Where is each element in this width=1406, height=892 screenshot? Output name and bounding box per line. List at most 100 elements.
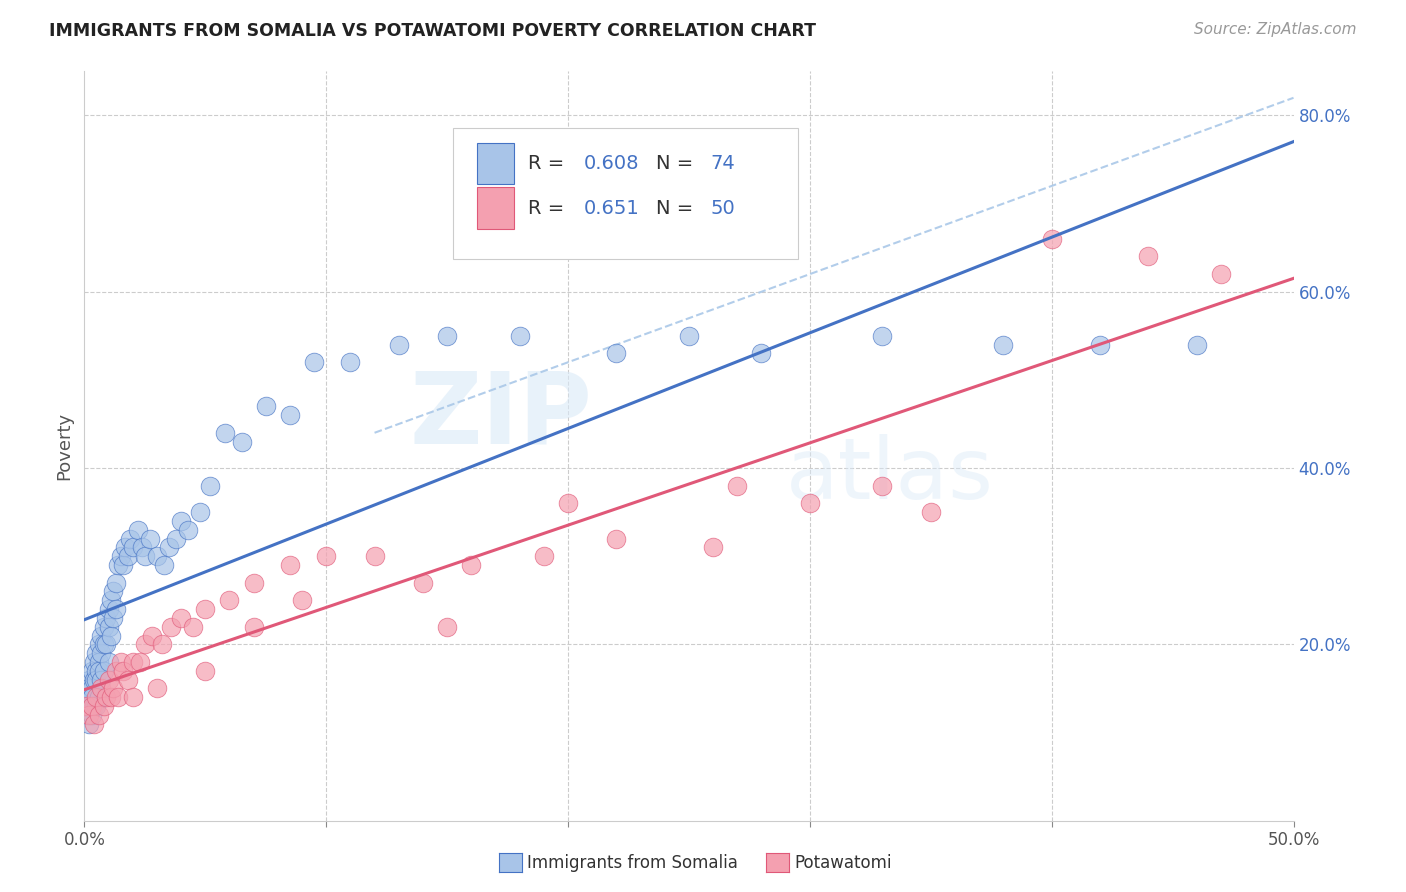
Point [460, 558, 482, 572]
Point [872, 328, 894, 343]
Point [87, 690, 110, 705]
Point [80, 699, 103, 714]
Point [231, 434, 253, 449]
Point [104, 602, 127, 616]
Point [214, 425, 236, 440]
Point [799, 496, 821, 510]
Point [363, 549, 385, 564]
Point [107, 690, 129, 705]
Point [90, 646, 112, 660]
Point [678, 328, 700, 343]
Point [86, 673, 108, 687]
Point [605, 532, 627, 546]
Point [121, 690, 143, 705]
Point [170, 611, 193, 625]
Point [77, 707, 100, 722]
Point [218, 593, 240, 607]
Point [80, 664, 103, 678]
Point [97, 655, 120, 669]
Point [76, 707, 98, 722]
Point [80, 681, 103, 696]
Point [104, 575, 127, 590]
Point [134, 637, 156, 651]
Point [153, 558, 176, 572]
Point [117, 673, 139, 687]
Point [83, 699, 105, 714]
Text: ZIP: ZIP [409, 368, 592, 465]
Point [87, 637, 110, 651]
Point [93, 699, 115, 714]
Point [94, 637, 117, 651]
Point [83, 655, 105, 669]
Text: R =: R = [529, 199, 571, 218]
Point [87, 655, 110, 669]
Point [80, 707, 103, 722]
Point [86, 664, 108, 678]
Point [100, 628, 122, 642]
Point [436, 328, 458, 343]
Point [157, 541, 180, 555]
Point [86, 646, 108, 660]
Point [181, 620, 204, 634]
Point [93, 620, 115, 634]
Bar [478, 187, 513, 228]
Point [1209, 267, 1232, 281]
Point [77, 716, 100, 731]
Point [100, 690, 122, 705]
Point [194, 664, 217, 678]
Point [87, 664, 110, 678]
Point [177, 523, 200, 537]
Point [87, 707, 110, 722]
Point [97, 673, 120, 687]
Point [291, 593, 314, 607]
Point [110, 549, 132, 564]
Text: R =: R = [529, 153, 571, 173]
Point [138, 532, 160, 546]
Point [77, 690, 100, 705]
Point [278, 408, 301, 422]
FancyBboxPatch shape [453, 128, 797, 259]
Point [83, 673, 105, 687]
Text: IMMIGRANTS FROM SOMALIA VS POTAWATOMI POVERTY CORRELATION CHART: IMMIGRANTS FROM SOMALIA VS POTAWATOMI PO… [49, 22, 817, 40]
Point [76, 690, 98, 705]
Point [146, 549, 169, 564]
Point [242, 620, 264, 634]
Point [872, 478, 894, 492]
Point [1137, 250, 1160, 264]
Point [77, 673, 100, 687]
Point [194, 602, 217, 616]
Point [120, 532, 142, 546]
Text: N =: N = [657, 153, 700, 173]
Point [90, 628, 112, 642]
Text: 0.651: 0.651 [583, 199, 640, 218]
Point [94, 690, 117, 705]
Point [93, 637, 115, 651]
Point [751, 346, 773, 360]
Point [198, 478, 221, 492]
Point [90, 681, 112, 696]
Point [112, 558, 135, 572]
Point [533, 549, 555, 564]
Point [150, 637, 173, 651]
Point [114, 541, 136, 555]
Text: 0.608: 0.608 [583, 153, 640, 173]
Bar [478, 143, 513, 184]
Point [76, 699, 98, 714]
Point [160, 620, 183, 634]
Point [100, 593, 122, 607]
Point [121, 541, 143, 555]
Point [557, 496, 579, 510]
Point [315, 549, 337, 564]
Point [190, 505, 212, 519]
Point [993, 337, 1015, 351]
Point [165, 532, 187, 546]
Y-axis label: Poverty: Poverty [55, 412, 73, 480]
Point [97, 620, 120, 634]
Point [605, 346, 627, 360]
Point [112, 664, 135, 678]
Point [170, 514, 193, 528]
Point [146, 681, 169, 696]
Point [117, 549, 139, 564]
Text: Immigrants from Somalia: Immigrants from Somalia [527, 854, 738, 871]
Point [302, 355, 325, 369]
